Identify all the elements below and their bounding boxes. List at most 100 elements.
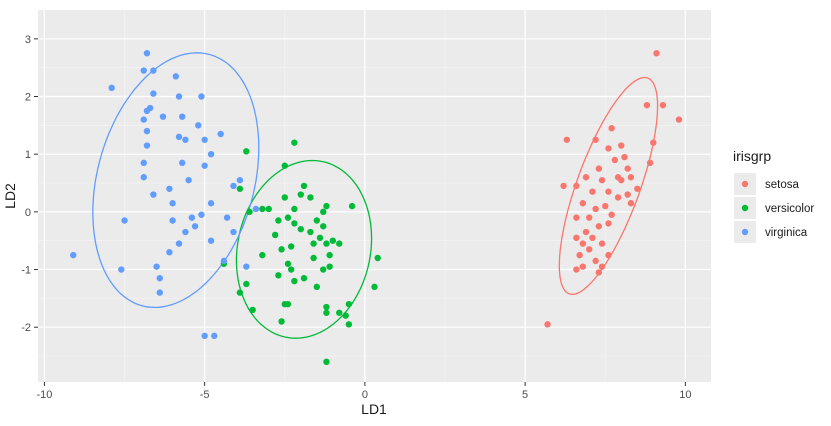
point-versicolor xyxy=(320,223,327,230)
point-versicolor xyxy=(323,358,330,366)
point-virginica xyxy=(179,113,186,120)
point-virginica xyxy=(140,174,147,181)
point-versicolor xyxy=(284,214,292,221)
point-setosa xyxy=(595,223,603,230)
point-setosa xyxy=(624,191,631,198)
point-virginica xyxy=(166,185,173,192)
point-virginica xyxy=(143,127,151,135)
point-setosa xyxy=(582,174,590,181)
point-versicolor xyxy=(265,205,272,213)
point-versicolor xyxy=(323,202,330,210)
point-setosa xyxy=(573,266,580,273)
point-setosa xyxy=(621,153,628,161)
point-setosa xyxy=(598,176,606,184)
point-versicolor xyxy=(326,251,333,259)
point-virginica xyxy=(169,217,176,224)
point-virginica xyxy=(140,159,147,167)
legend-label-setosa: setosa xyxy=(765,179,799,191)
point-setosa xyxy=(573,182,580,190)
x-tick-label: 5 xyxy=(522,389,528,401)
point-setosa xyxy=(573,214,580,221)
point-setosa xyxy=(595,269,603,276)
point-versicolor xyxy=(275,217,282,224)
point-versicolor xyxy=(345,300,353,308)
point-virginica xyxy=(70,251,77,259)
x-tick-label: -10 xyxy=(36,389,52,401)
point-setosa xyxy=(598,263,606,270)
point-versicolor xyxy=(307,228,314,236)
point-virginica xyxy=(150,67,157,74)
point-versicolor xyxy=(249,306,256,314)
point-setosa xyxy=(582,228,590,236)
point-versicolor xyxy=(320,266,327,273)
point-virginica xyxy=(175,93,183,100)
point-setosa xyxy=(605,188,612,195)
point-virginica xyxy=(230,182,237,190)
point-virginica xyxy=(207,200,215,207)
ellipse-virginica xyxy=(92,52,260,309)
point-setosa xyxy=(611,156,619,164)
point-virginica xyxy=(153,263,160,270)
x-tick-label: 0 xyxy=(362,389,368,401)
point-versicolor xyxy=(291,277,298,285)
point-virginica xyxy=(230,228,237,236)
point-versicolor xyxy=(348,202,356,210)
point-virginica xyxy=(211,332,218,340)
point-versicolor xyxy=(307,194,314,201)
point-virginica xyxy=(159,113,167,120)
point-versicolor xyxy=(284,300,292,308)
point-virginica xyxy=(121,217,128,224)
point-setosa xyxy=(576,251,583,259)
x-tick-label: 10 xyxy=(679,389,691,401)
legend-title: irisgrp xyxy=(733,148,771,164)
point-setosa xyxy=(627,200,635,207)
point-setosa xyxy=(592,205,599,213)
point-setosa xyxy=(643,101,651,109)
point-setosa xyxy=(586,246,593,253)
point-virginica xyxy=(150,90,157,97)
point-versicolor xyxy=(320,208,327,216)
y-tick-label: 0 xyxy=(25,207,31,219)
point-versicolor xyxy=(323,240,330,247)
point-virginica xyxy=(172,73,180,80)
point-setosa xyxy=(614,194,622,201)
point-virginica xyxy=(156,289,163,296)
point-setosa xyxy=(560,182,567,190)
point-virginica xyxy=(195,122,202,129)
point-versicolor xyxy=(316,234,324,242)
point-versicolor xyxy=(300,274,308,282)
point-setosa xyxy=(579,240,587,247)
legend-key-setosa xyxy=(741,180,749,188)
point-versicolor xyxy=(371,283,378,291)
point-setosa xyxy=(605,220,612,227)
point-versicolor xyxy=(326,263,333,270)
point-virginica xyxy=(150,191,157,198)
point-versicolor xyxy=(287,266,295,273)
point-setosa xyxy=(595,165,603,172)
point-versicolor xyxy=(291,139,298,146)
point-virginica xyxy=(252,205,260,213)
grid xyxy=(38,10,711,382)
point-versicolor xyxy=(374,254,381,262)
point-versicolor xyxy=(342,312,349,319)
point-virginica xyxy=(201,162,208,169)
point-versicolor xyxy=(259,251,266,259)
point-setosa xyxy=(627,174,635,181)
point-setosa xyxy=(653,50,660,57)
point-versicolor xyxy=(329,237,337,244)
point-versicolor xyxy=(310,240,317,247)
x-axis-title: LD1 xyxy=(361,401,387,417)
point-setosa xyxy=(659,101,667,109)
point-setosa xyxy=(592,257,599,265)
point-virginica xyxy=(108,84,115,92)
point-setosa xyxy=(602,202,609,210)
point-setosa xyxy=(605,145,612,152)
point-versicolor xyxy=(313,217,321,224)
point-virginica xyxy=(185,176,192,184)
point-virginica xyxy=(118,266,125,273)
point-versicolor xyxy=(336,240,343,247)
point-versicolor xyxy=(287,243,295,250)
point-versicolor xyxy=(297,225,304,233)
point-setosa xyxy=(579,200,587,207)
point-virginica xyxy=(201,332,208,340)
